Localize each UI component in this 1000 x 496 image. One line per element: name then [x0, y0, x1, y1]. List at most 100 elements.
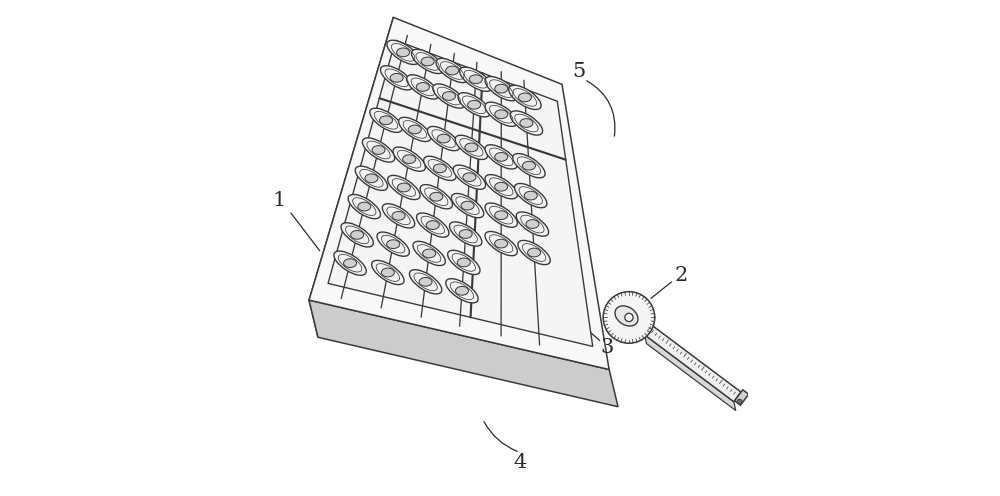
- Polygon shape: [735, 390, 749, 405]
- Ellipse shape: [409, 270, 442, 294]
- Ellipse shape: [365, 174, 378, 183]
- Ellipse shape: [495, 84, 508, 93]
- Polygon shape: [645, 325, 741, 402]
- Ellipse shape: [433, 164, 446, 173]
- Ellipse shape: [495, 183, 508, 191]
- Ellipse shape: [615, 306, 638, 326]
- Ellipse shape: [397, 48, 410, 57]
- Ellipse shape: [344, 259, 357, 267]
- Ellipse shape: [420, 185, 452, 209]
- Text: 5: 5: [573, 62, 586, 81]
- Ellipse shape: [485, 145, 517, 169]
- Ellipse shape: [485, 175, 517, 199]
- Text: A: A: [637, 301, 651, 319]
- Ellipse shape: [442, 92, 455, 100]
- Text: 4: 4: [513, 453, 526, 472]
- Ellipse shape: [390, 73, 403, 82]
- Text: 3: 3: [600, 338, 613, 357]
- Text: 1: 1: [273, 191, 286, 210]
- Ellipse shape: [380, 116, 393, 124]
- Ellipse shape: [387, 240, 400, 248]
- Ellipse shape: [334, 251, 366, 275]
- Ellipse shape: [528, 248, 541, 257]
- Ellipse shape: [381, 268, 394, 277]
- Polygon shape: [328, 40, 593, 346]
- Ellipse shape: [419, 277, 432, 286]
- Ellipse shape: [461, 201, 474, 210]
- Ellipse shape: [372, 146, 385, 154]
- Circle shape: [737, 399, 742, 404]
- Ellipse shape: [381, 65, 413, 90]
- Ellipse shape: [448, 250, 480, 274]
- Ellipse shape: [408, 125, 421, 134]
- Ellipse shape: [348, 194, 381, 219]
- Ellipse shape: [453, 165, 486, 189]
- Ellipse shape: [399, 117, 431, 141]
- Ellipse shape: [458, 93, 490, 117]
- Ellipse shape: [463, 173, 476, 182]
- Ellipse shape: [388, 176, 420, 199]
- Ellipse shape: [424, 156, 456, 181]
- Ellipse shape: [351, 231, 364, 239]
- Ellipse shape: [526, 220, 539, 228]
- Ellipse shape: [515, 184, 547, 208]
- Ellipse shape: [451, 193, 484, 218]
- Ellipse shape: [518, 93, 531, 102]
- Ellipse shape: [485, 203, 517, 227]
- Ellipse shape: [433, 84, 465, 108]
- Ellipse shape: [457, 258, 470, 267]
- Ellipse shape: [437, 134, 450, 143]
- Ellipse shape: [421, 57, 434, 66]
- Ellipse shape: [485, 232, 517, 256]
- Ellipse shape: [516, 212, 549, 236]
- Ellipse shape: [495, 152, 508, 161]
- Ellipse shape: [436, 59, 468, 83]
- Polygon shape: [645, 325, 741, 402]
- Text: 2: 2: [674, 266, 688, 285]
- Ellipse shape: [387, 40, 419, 64]
- Ellipse shape: [446, 66, 459, 75]
- Ellipse shape: [341, 223, 373, 247]
- Circle shape: [603, 292, 655, 343]
- Ellipse shape: [495, 239, 508, 248]
- Ellipse shape: [417, 213, 449, 237]
- Ellipse shape: [495, 110, 508, 119]
- Ellipse shape: [370, 108, 402, 132]
- Ellipse shape: [449, 222, 482, 246]
- Ellipse shape: [495, 211, 508, 220]
- Ellipse shape: [377, 232, 409, 256]
- Polygon shape: [309, 17, 402, 337]
- Ellipse shape: [407, 75, 439, 99]
- Ellipse shape: [518, 241, 550, 265]
- Ellipse shape: [524, 191, 537, 200]
- Ellipse shape: [393, 147, 425, 171]
- Ellipse shape: [455, 135, 488, 160]
- Ellipse shape: [413, 242, 445, 265]
- Ellipse shape: [411, 49, 444, 73]
- Ellipse shape: [465, 143, 478, 152]
- Ellipse shape: [426, 221, 439, 230]
- Polygon shape: [645, 335, 736, 411]
- Ellipse shape: [427, 126, 460, 151]
- Ellipse shape: [455, 286, 468, 295]
- Ellipse shape: [460, 67, 492, 91]
- Ellipse shape: [520, 119, 533, 127]
- Polygon shape: [309, 300, 618, 407]
- Ellipse shape: [446, 279, 478, 303]
- Circle shape: [625, 313, 633, 321]
- Ellipse shape: [362, 138, 395, 162]
- Ellipse shape: [403, 155, 416, 164]
- Ellipse shape: [485, 102, 517, 126]
- Ellipse shape: [372, 260, 404, 285]
- Ellipse shape: [355, 166, 388, 190]
- Ellipse shape: [509, 85, 541, 110]
- Ellipse shape: [513, 154, 545, 178]
- Ellipse shape: [392, 211, 405, 220]
- Ellipse shape: [430, 192, 443, 201]
- Ellipse shape: [522, 161, 535, 170]
- Ellipse shape: [510, 111, 543, 135]
- Ellipse shape: [382, 204, 415, 228]
- Ellipse shape: [397, 183, 410, 192]
- Ellipse shape: [358, 202, 371, 211]
- Ellipse shape: [468, 100, 481, 109]
